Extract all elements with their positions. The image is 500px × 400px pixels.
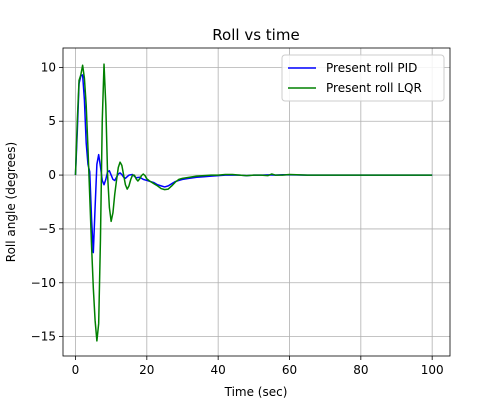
legend-label-pid: Present roll PID xyxy=(326,61,417,75)
chart-title: Roll vs time xyxy=(212,26,299,44)
x-tick-label: 100 xyxy=(421,363,444,377)
x-tick-label: 20 xyxy=(139,363,154,377)
y-tick-label: −10 xyxy=(31,276,56,290)
y-tick-label: 0 xyxy=(48,168,56,182)
x-tick-label: 0 xyxy=(72,363,80,377)
x-tick-label: 60 xyxy=(282,363,297,377)
x-tick-label: 40 xyxy=(211,363,226,377)
legend: Present roll PID Present roll LQR xyxy=(282,55,444,101)
y-axis-label: Roll angle (degrees) xyxy=(4,142,18,262)
y-tick-label: 10 xyxy=(41,60,56,74)
x-axis-label: Time (sec) xyxy=(224,385,288,399)
y-tick-label: 5 xyxy=(48,114,56,128)
y-tick-label: −5 xyxy=(38,222,56,236)
legend-label-lqr: Present roll LQR xyxy=(326,81,422,95)
y-tick-label: −15 xyxy=(31,330,56,344)
x-tick-label: 80 xyxy=(353,363,368,377)
